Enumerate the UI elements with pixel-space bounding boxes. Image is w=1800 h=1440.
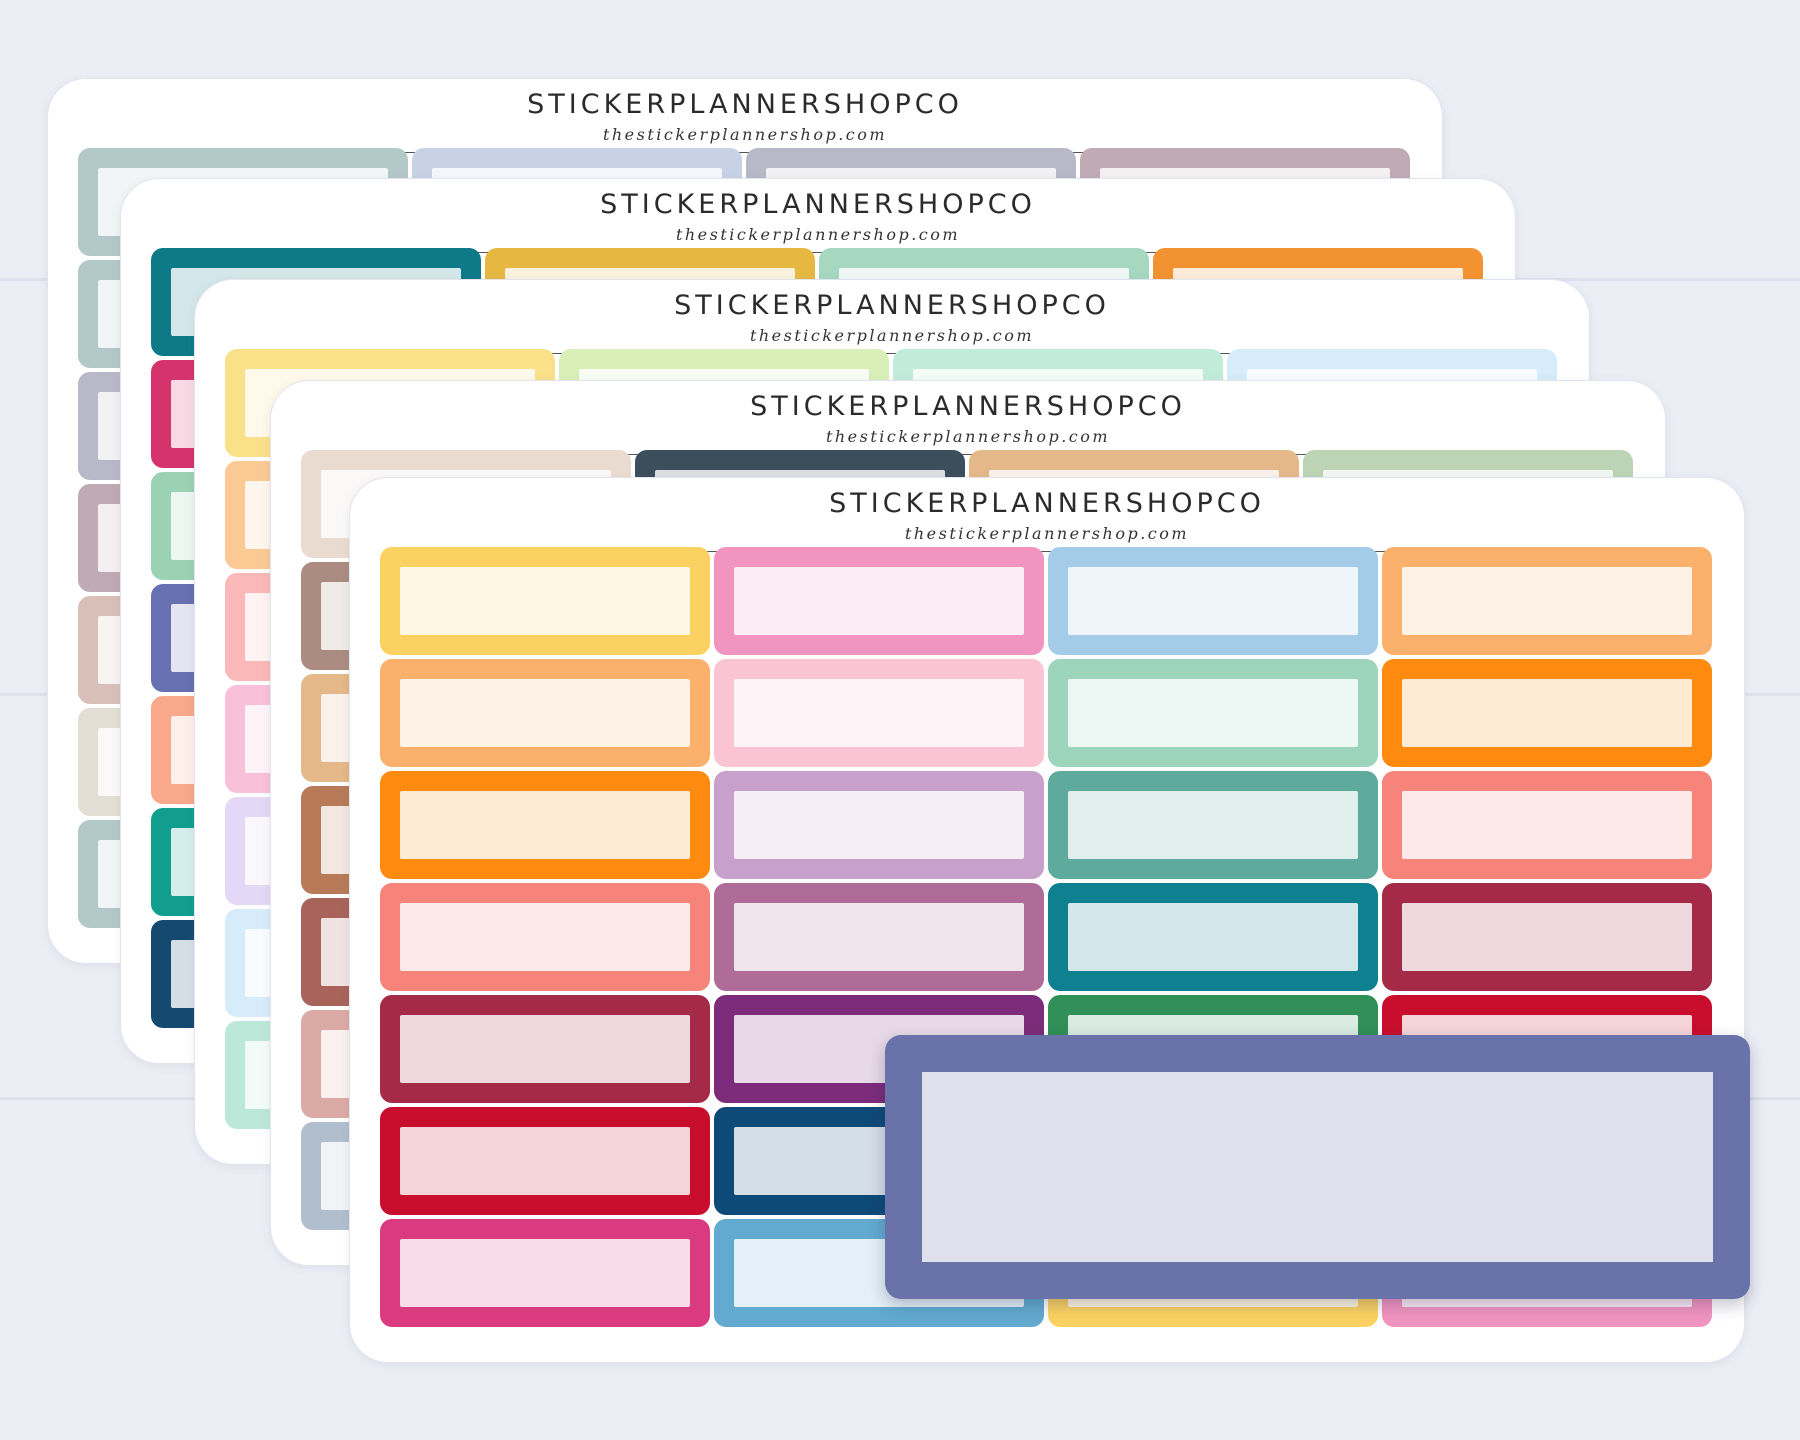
website: thestickerplannershop.com xyxy=(749,326,1035,345)
box-sticker-inner xyxy=(1402,791,1692,859)
divider-line xyxy=(620,551,1466,552)
box-sticker-inner xyxy=(400,903,690,971)
box-sticker[interactable] xyxy=(380,659,710,767)
featured-sticker-inner xyxy=(922,1072,1713,1262)
box-sticker[interactable] xyxy=(1048,659,1378,767)
box-sticker[interactable] xyxy=(380,1107,710,1215)
box-sticker[interactable] xyxy=(714,883,1044,991)
divider-line xyxy=(541,454,1387,455)
box-sticker[interactable] xyxy=(1382,659,1712,767)
box-sticker[interactable] xyxy=(380,1219,710,1327)
box-sticker-inner xyxy=(400,1015,690,1083)
sticker-sheet[interactable]: STICKERPLANNERSHOPCO thestickerplannersh… xyxy=(350,478,1744,1362)
box-sticker-inner xyxy=(1402,679,1692,747)
box-sticker[interactable] xyxy=(714,659,1044,767)
box-sticker-inner xyxy=(400,567,690,635)
divider-line xyxy=(465,353,1311,354)
box-sticker-inner xyxy=(1068,567,1358,635)
sticker-grid xyxy=(380,547,1714,1327)
box-sticker-inner xyxy=(1402,903,1692,971)
website: thestickerplannershop.com xyxy=(904,524,1190,543)
box-sticker[interactable] xyxy=(714,547,1044,655)
box-sticker[interactable] xyxy=(714,771,1044,879)
box-sticker[interactable] xyxy=(1382,547,1712,655)
divider-line xyxy=(318,152,1164,153)
divider-line xyxy=(391,252,1237,253)
box-sticker-inner xyxy=(734,567,1024,635)
brand-name: STICKERPLANNERSHOPCO xyxy=(829,488,1265,519)
box-sticker-inner xyxy=(734,903,1024,971)
box-sticker[interactable] xyxy=(1048,771,1378,879)
box-sticker[interactable] xyxy=(380,995,710,1103)
brand-name: STICKERPLANNERSHOPCO xyxy=(674,290,1110,321)
box-sticker-inner xyxy=(734,791,1024,859)
box-sticker-inner xyxy=(400,1239,690,1307)
box-sticker[interactable] xyxy=(380,883,710,991)
box-sticker-inner xyxy=(400,679,690,747)
box-sticker-inner xyxy=(400,791,690,859)
website: thestickerplannershop.com xyxy=(825,427,1111,446)
box-sticker[interactable] xyxy=(380,547,710,655)
box-sticker-inner xyxy=(1402,567,1692,635)
brand-name: STICKERPLANNERSHOPCO xyxy=(750,391,1186,422)
box-sticker-inner xyxy=(734,679,1024,747)
box-sticker[interactable] xyxy=(1382,883,1712,991)
box-sticker[interactable] xyxy=(1048,883,1378,991)
box-sticker-inner xyxy=(1068,903,1358,971)
box-sticker[interactable] xyxy=(1048,547,1378,655)
box-sticker[interactable] xyxy=(380,771,710,879)
box-sticker-inner xyxy=(1068,679,1358,747)
box-sticker-inner xyxy=(1068,791,1358,859)
brand-name: STICKERPLANNERSHOPCO xyxy=(527,89,963,120)
website: thestickerplannershop.com xyxy=(602,125,888,144)
box-sticker-inner xyxy=(400,1127,690,1195)
brand-name: STICKERPLANNERSHOPCO xyxy=(600,189,1036,220)
box-sticker[interactable] xyxy=(1382,771,1712,879)
website: thestickerplannershop.com xyxy=(675,225,961,244)
featured-sticker[interactable] xyxy=(885,1035,1750,1299)
